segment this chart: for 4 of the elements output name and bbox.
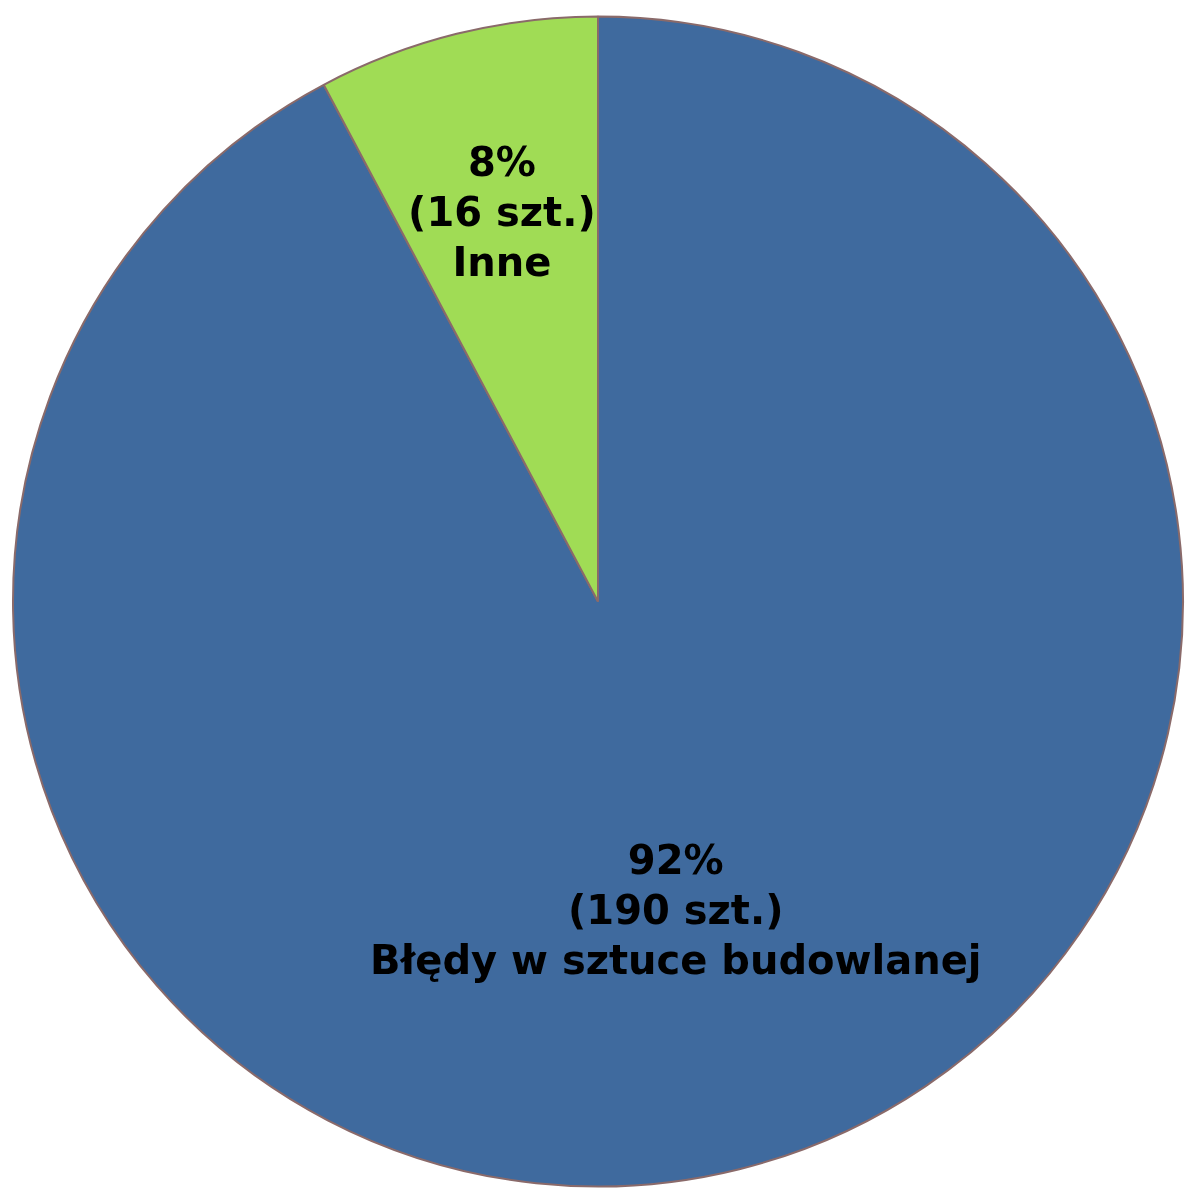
slice-label: Błędy w sztuce budowlanej	[369, 937, 982, 984]
data-label: 8% (16 szt.)	[408, 138, 596, 235]
slice-label: Inne	[452, 238, 552, 285]
data-label: 92% (190 szt.)	[568, 837, 784, 934]
